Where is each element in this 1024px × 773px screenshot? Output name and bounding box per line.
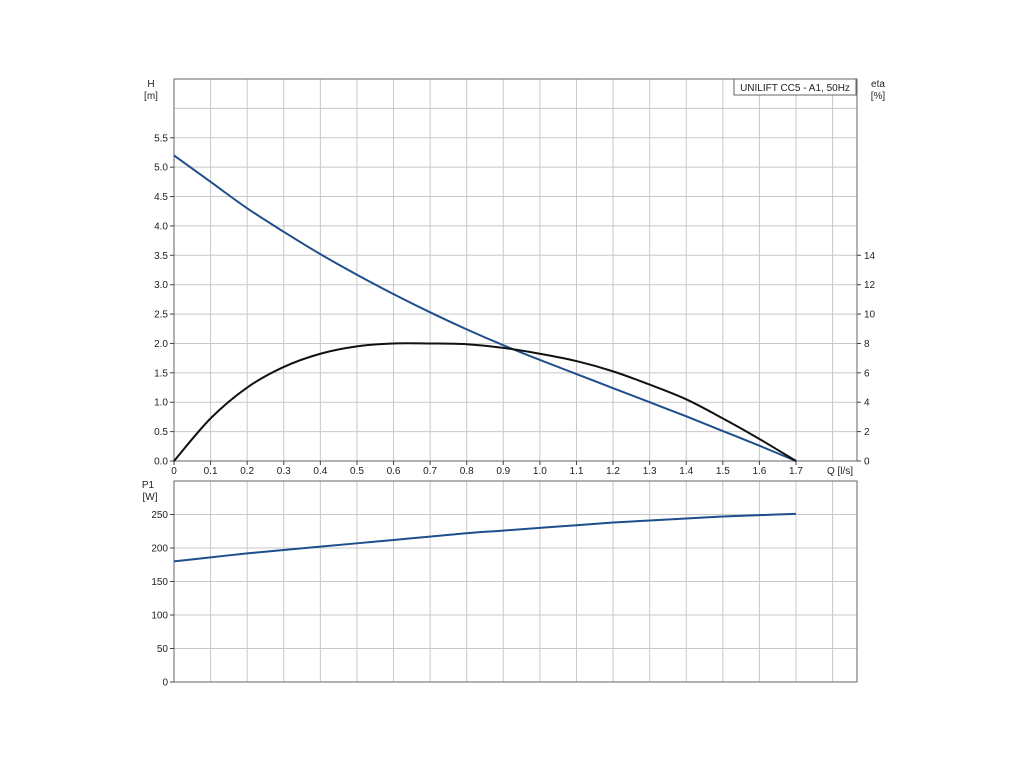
efficiency-curve — [173, 342, 797, 462]
right-tick-label: 0 — [864, 457, 870, 468]
left-axis-label-line2: [m] — [144, 91, 158, 102]
x-tick-label: 0.8 — [460, 466, 474, 477]
x-tick-label: 0.4 — [313, 466, 327, 477]
x-tick-label: 0.7 — [423, 466, 437, 477]
x-tick-label: 1.4 — [679, 466, 693, 477]
x-tick-label: 0.1 — [204, 466, 218, 477]
left-tick-label: 0.5 — [154, 427, 168, 438]
top-plot-grid — [174, 78, 857, 461]
left-tick-label: 2.0 — [154, 339, 168, 350]
power-tick-label: 100 — [151, 611, 168, 622]
left-tick-label: 5.5 — [154, 133, 168, 144]
x-tick-label: 1.7 — [789, 466, 803, 477]
left-tick-label: 2.5 — [154, 310, 168, 321]
top-plot-series — [173, 154, 797, 462]
left-tick-label: 5.0 — [154, 163, 168, 174]
x-tick-label: 0.3 — [277, 466, 291, 477]
x-tick-label: 0.6 — [387, 466, 401, 477]
right-tick-label: 2 — [864, 427, 870, 438]
x-tick-label: 0.9 — [496, 466, 510, 477]
x-tick-label: 1.3 — [643, 466, 657, 477]
top-plot-axes: 0 0.1 0.2 0.3 0.4 0.5 0.6 0.7 0.8 0.9 1.0 1.1 1.2 1.3… — [154, 133, 875, 477]
left-tick-label: 1.0 — [154, 398, 168, 409]
x-tick-label: 0.2 — [240, 466, 254, 477]
x-tick-label: 0.5 — [350, 466, 364, 477]
power-tick-label: 0 — [162, 678, 168, 689]
power-tick-label: 200 — [151, 544, 168, 555]
power-curve — [173, 512, 797, 563]
power-axis-label-line1: P1 — [142, 480, 155, 491]
left-tick-label: 4.0 — [154, 221, 168, 232]
x-tick-label: 1.2 — [606, 466, 620, 477]
right-tick-label: 12 — [864, 280, 876, 291]
head-curve — [173, 154, 797, 462]
right-tick-label: 6 — [864, 368, 870, 379]
right-tick-label: 4 — [864, 398, 870, 409]
top-plot-frame — [173, 78, 858, 462]
bottom-plot-grid — [174, 480, 857, 682]
x-axis-label: Q [l/s] — [827, 466, 853, 477]
left-tick-label: 3.5 — [154, 251, 168, 262]
x-tick-label: 1.5 — [716, 466, 730, 477]
x-tick-label: 0 — [171, 466, 177, 477]
legend-title: UNILIFT CC5 - A1, 50Hz — [740, 83, 850, 94]
x-tick-label: 1.6 — [752, 466, 766, 477]
left-tick-label: 1.5 — [154, 368, 168, 379]
power-tick-label: 50 — [157, 644, 169, 655]
bottom-plot-axes: 0 50 100 150 200 250 — [151, 510, 174, 689]
legend-frame — [733, 78, 857, 96]
x-tick-label: 1.0 — [533, 466, 547, 477]
right-tick-label: 10 — [864, 310, 876, 321]
right-tick-label: 14 — [864, 251, 876, 262]
right-axis-label-line2: [%] — [871, 91, 886, 102]
right-axis-label-line1: eta — [871, 79, 885, 90]
power-tick-label: 150 — [151, 577, 168, 588]
right-tick-label: 8 — [864, 339, 870, 350]
left-tick-label: 3.0 — [154, 280, 168, 291]
x-tick-label: 1.1 — [570, 466, 584, 477]
bottom-plot-series — [173, 512, 797, 563]
left-tick-label: 4.5 — [154, 192, 168, 203]
left-axis-label-line1: H — [147, 79, 154, 90]
left-tick-label: 0.0 — [154, 457, 168, 468]
legend-box: UNILIFT CC5 - A1, 50Hz — [733, 78, 857, 96]
power-axis-label-line2: [W] — [143, 492, 158, 503]
power-tick-label: 250 — [151, 510, 168, 521]
